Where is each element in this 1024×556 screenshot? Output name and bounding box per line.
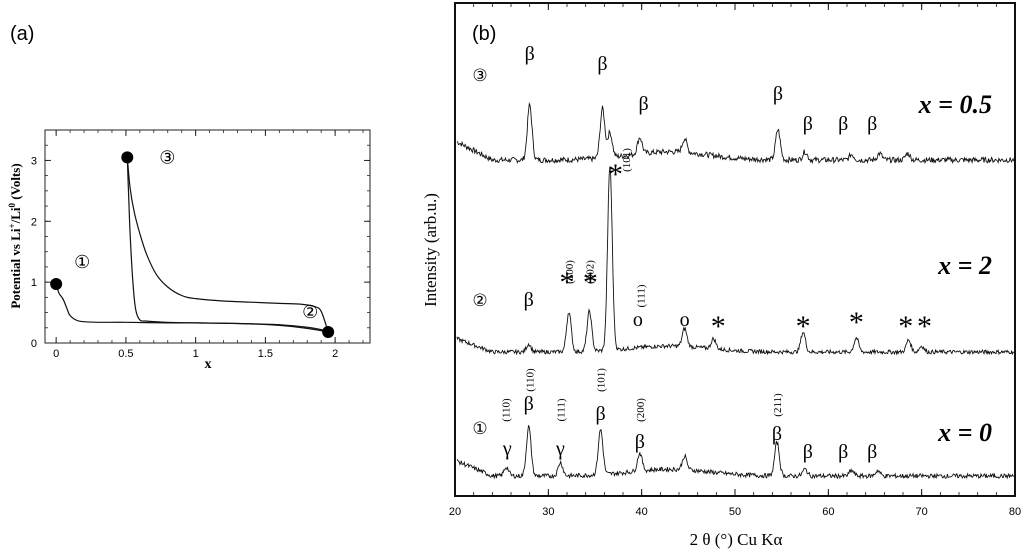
series-label-x2: x = 2 [937,251,992,280]
series-label-x0: x = 0 [937,418,992,447]
panel-a-ticks: 0 0.5 1 1.5 2 0 1 2 3 [31,129,370,360]
panel-b-xlabel: 2 θ (°) Cu Kα [690,530,783,549]
b-miller-index: (200) [635,398,647,422]
b-miller-index: (111) [556,398,568,421]
b-peak-label: * [711,310,726,343]
b-pattern-2 [456,425,1014,480]
b-xtick-label: 30 [542,506,554,518]
b-peak-label: γ [502,438,512,460]
b-peak-label: β [596,403,606,425]
a-ytick-label: 1 [31,277,37,289]
b-peak-label: * [898,310,913,343]
b-miller-index: (101) [596,368,608,392]
b-miller-index: (110) [525,368,537,392]
a-ytick-label: 2 [31,216,37,228]
panel-b-frame [454,2,1016,497]
b-peak-label: β [635,431,645,453]
b-peak-label: * [560,266,575,299]
a-state-label: ③ [159,147,175,167]
b-peak-label: γ [555,438,565,460]
panel-b-ticks: 20 30 40 50 60 70 80 [449,3,1021,518]
a-xtick-label: 1.5 [258,348,273,360]
b-miller-index: (101) [621,148,633,172]
b-peak-label: β [838,113,848,135]
b-peak-label: β [597,53,607,75]
panel-a-markers: ① ② ③ [50,147,335,339]
panel-b-peak-labels: ③β ββ ββ β β② β* **o o * * * * *(100) (002)(101)(111)… [472,43,932,463]
panel-a-xlabel: x [205,357,212,372]
a-state-label: ① [74,252,90,272]
a-xtick-label: 0.5 [118,348,133,360]
a-state-label: ② [302,302,318,322]
b-xtick-label: 50 [729,506,741,518]
panel-b-label: (b) [472,23,496,45]
b-peak-label: o [680,309,690,331]
panel-a-label: (a) [10,23,34,45]
a-ylabel-part: 0 [7,202,17,207]
b-peak-label: * [583,266,598,299]
b-peak-label: β [838,441,848,463]
b-state-marker: ② [472,291,487,310]
b-peak-label: β [803,113,813,135]
b-peak-label: β [638,93,648,115]
b-pattern-1 [456,166,1015,356]
b-peak-label: β [867,113,877,135]
b-peak-label: * [796,310,811,343]
panel-a-ylabel: Potential vs Li+/Li0 (Volts) [7,163,23,308]
b-miller-index: (110) [500,398,512,422]
b-peak-label: β [867,441,877,463]
a-xtick-label: 1 [193,348,199,360]
b-xtick-label: 60 [822,506,834,518]
a-ylabel-part: + [7,223,17,228]
b-xtick-label: 70 [916,506,928,518]
b-peak-label: β [524,393,534,415]
a-xtick-label: 0 [53,348,59,360]
b-peak-label: β [773,83,783,105]
a-curve-discharge [55,283,329,333]
b-state-marker: ① [472,419,487,438]
a-curve-charge [126,157,329,333]
a-ylabel-part: /Li [8,207,23,224]
b-miller-index: (211) [772,393,784,417]
panel-a-curves [55,157,329,333]
b-xtick-label: 80 [1009,506,1021,518]
b-pattern-0 [456,102,1015,165]
panel-b-ylabel: Intensity (arb.u.) [421,193,440,307]
b-peak-label: o [633,309,643,331]
b-peak-label: β [525,43,535,65]
b-peak-label: β [803,441,813,463]
a-xtick-label: 2 [332,348,338,360]
b-miller-index: (111) [636,284,648,307]
b-miller-index: (002) [584,260,596,284]
a-ylabel-part: Potential vs Li [8,228,23,309]
b-peak-label: * [849,306,864,339]
a-curve-discharge-2 [126,157,329,333]
a-state-marker [50,277,63,290]
b-state-marker: ③ [472,66,487,85]
panel-b-patterns [456,102,1015,480]
a-ylabel-part: (Volts) [8,163,23,203]
b-xtick-label: 40 [636,506,648,518]
a-state-marker [322,326,335,339]
a-ytick-label: 0 [31,338,37,350]
b-peak-label: * [608,158,623,191]
b-xtick-label: 20 [449,506,461,518]
b-peak-label: β [524,289,534,311]
a-ytick-label: 3 [31,155,37,167]
b-miller-index: (100) [564,260,576,284]
b-peak-label: β [772,423,782,445]
panel-b-chart: 20 30 40 50 60 70 80 ③β ββ ββ β β② β* **o o * * * * *(100)… [421,2,1021,549]
b-peak-label: * [917,310,932,343]
a-state-marker [121,151,134,164]
series-label-x05: x = 0.5 [918,90,992,119]
